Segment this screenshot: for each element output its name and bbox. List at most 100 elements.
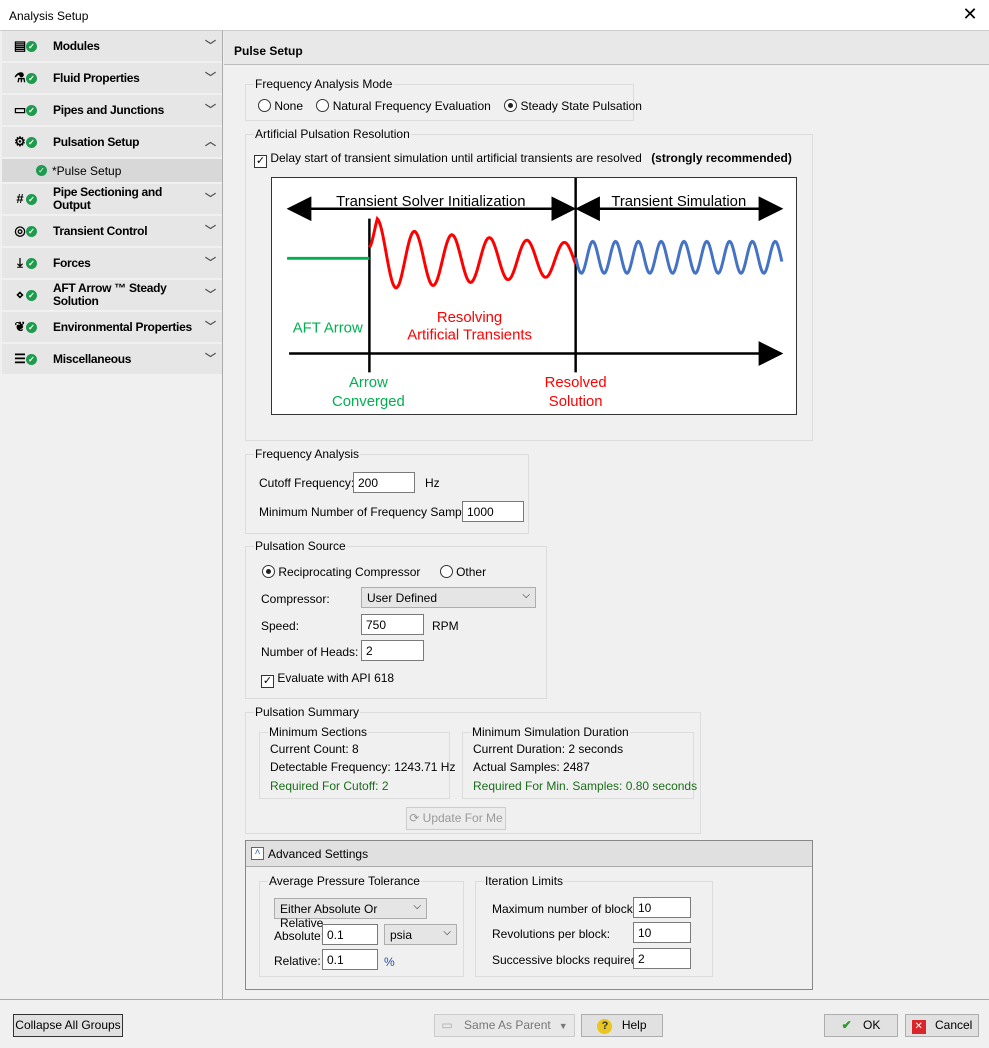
compressor-label: Compressor:	[261, 592, 330, 606]
max-blocks-input[interactable]: 10	[633, 897, 691, 918]
pressure-unit-select[interactable]: psia ⌵	[384, 924, 457, 945]
leaf-icon: ❦	[14, 319, 26, 334]
radio-natural[interactable]: Natural Frequency Evaluation	[316, 99, 491, 113]
min-samples-input[interactable]: 1000	[462, 501, 524, 522]
radio-other[interactable]: Other	[439, 565, 487, 579]
aft-label: AFT Arrow	[293, 321, 363, 337]
speed-input[interactable]: 750	[361, 614, 424, 635]
sidebar-item-forces[interactable]: ⤓ ✓ Forces ﹀	[2, 248, 222, 278]
forces-icon: ⤓	[17, 255, 23, 270]
successive-input[interactable]: 2	[633, 948, 691, 969]
advanced-settings-header[interactable]: ˄ Advanced Settings	[246, 841, 812, 867]
sidebar: ▤ ✓ Modules ﹀ ⚗ ✓ Fluid Properties ﹀ ▭ ✓ Pipes and…	[0, 31, 223, 999]
collapse-icon[interactable]: ˄	[251, 847, 264, 860]
check-circle-icon: ✓	[26, 41, 37, 52]
window-title: Analysis Setup	[9, 9, 89, 23]
chevron-down-icon: ﹀	[205, 321, 216, 333]
api618-checkbox[interactable]: ✓ Evaluate with API 618	[261, 671, 395, 688]
group-label: Pulsation Summary	[254, 705, 361, 719]
close-button[interactable]: ✕	[962, 4, 978, 24]
cancel-button[interactable]: ✕ Cancel	[905, 1014, 979, 1037]
modules-icon: ▤	[13, 38, 27, 53]
radio-steady-state[interactable]: Steady State Pulsation	[504, 99, 642, 113]
group-label: Frequency Analysis	[254, 447, 361, 461]
flask-icon: ⚗	[14, 70, 26, 85]
sidebar-item-fluid-properties[interactable]: ⚗ ✓ Fluid Properties ﹀	[2, 63, 222, 93]
list-icon: ☰	[14, 351, 26, 366]
radio-none[interactable]: None	[258, 99, 303, 113]
transient-wave	[368, 215, 578, 290]
group-label: Minimum Simulation Duration	[471, 725, 630, 739]
relative-input[interactable]: 0.1	[322, 949, 378, 970]
chevron-down-icon: ⌵	[522, 590, 530, 601]
sidebar-item-aft-arrow-steady-solution[interactable]: ⋄ ✓ AFT Arrow ™ Steady Solution ﹀	[2, 280, 222, 310]
sidebar-item-pulsation-setup[interactable]: ⚙ ✓ Pulsation Setup ︿	[2, 127, 222, 157]
check-circle-icon: ✓	[26, 137, 37, 148]
init-label: Transient Solver Initialization	[336, 194, 525, 210]
chevron-down-icon: ﹀	[205, 225, 216, 237]
tolerance-mode-select[interactable]: Either Absolute Or Relative ⌵	[274, 898, 427, 930]
sidebar-item-modules[interactable]: ▤ ✓ Modules ﹀	[2, 31, 222, 61]
radio-label: Other	[456, 565, 487, 579]
check-circle-icon: ✓	[26, 258, 37, 269]
checkmark-icon: ✔	[841, 1018, 852, 1032]
chevron-down-icon: ﹀	[205, 72, 216, 84]
sidebar-item-label: AFT Arrow ™ Steady Solution	[53, 281, 167, 308]
flowchart-icon: ⋄	[15, 287, 25, 302]
sidebar-item-label: Environmental Properties	[53, 319, 192, 334]
chevron-down-icon: ﹀	[205, 193, 216, 205]
sidebar-item-label: Miscellaneous	[53, 351, 132, 366]
heads-input[interactable]: 2	[361, 640, 424, 661]
ok-button[interactable]: ✔ OK	[824, 1014, 898, 1037]
sidebar-item-pipe-sectioning-and-output[interactable]: # ✓ Pipe Sectioning and Output ﹀	[2, 184, 222, 214]
button-label: OK	[863, 1018, 881, 1032]
checkbox-label: Delay start of transient simulation unti…	[270, 151, 642, 165]
relative-label: Relative:	[274, 954, 321, 968]
sidebar-item-transient-control[interactable]: ◎ ✓ Transient Control ﹀	[2, 216, 222, 246]
radio-label: Natural Frequency Evaluation	[332, 99, 491, 113]
check-circle-icon: ✓	[26, 194, 37, 205]
select-value: Either Absolute Or Relative	[280, 902, 378, 930]
sidebar-item-label: Transient Control	[53, 223, 148, 238]
sidebar-item-miscellaneous[interactable]: ☰ ✓ Miscellaneous ﹀	[2, 344, 222, 374]
copy-icon: ▭	[441, 1018, 453, 1032]
frequency-mode-group: Frequency Analysis Mode None Natural Fre…	[245, 77, 642, 121]
button-label: Help	[621, 1018, 647, 1032]
sidebar-item-pipes-and-junctions[interactable]: ▭ ✓ Pipes and Junctions ﹀	[2, 95, 222, 125]
pipe-icon: ▭	[13, 102, 27, 117]
frequency-analysis-group: Frequency Analysis Cutoff Frequency: 200…	[245, 447, 529, 534]
radio-reciprocating[interactable]: Reciprocating Compressor	[262, 565, 420, 579]
refresh-icon: ⟳	[409, 811, 420, 825]
transient-diagram: Transient Solver Initialization Transien…	[271, 177, 797, 415]
same-as-parent-button[interactable]: ▭ Same As Parent ▼	[434, 1014, 575, 1037]
current-duration: Current Duration: 2 seconds	[473, 742, 624, 756]
sidebar-item-environmental-properties[interactable]: ❦ ✓ Environmental Properties ﹀	[2, 312, 222, 342]
group-label: Pulsation Source	[254, 539, 347, 553]
button-label: Cancel	[934, 1018, 973, 1032]
chevron-down-icon: ▼	[558, 1021, 568, 1031]
sim-label: Transient Simulation	[611, 194, 746, 210]
group-label: Minimum Sections	[268, 725, 369, 739]
button-label: Update For Me	[422, 811, 503, 825]
compressor-select[interactable]: User Defined ⌵	[361, 587, 536, 608]
cutoff-frequency-input[interactable]: 200	[353, 472, 415, 493]
solution-label: Solution	[549, 394, 603, 410]
sidebar-subitem-pulse-setup[interactable]: ✓ *Pulse Setup	[2, 159, 222, 182]
absolute-input[interactable]: 0.1	[322, 924, 378, 945]
revolutions-input[interactable]: 10	[633, 922, 691, 943]
speed-label: Speed:	[261, 619, 300, 633]
chevron-down-icon: ﹀	[205, 289, 216, 301]
arrow-label: Arrow	[349, 375, 388, 391]
radio-label: None	[274, 99, 304, 113]
page-title: Pulse Setup	[224, 31, 989, 65]
button-label: Same As Parent	[464, 1018, 551, 1032]
required-cutoff: Required For Cutoff: 2	[270, 779, 389, 793]
help-button[interactable]: ? Help	[581, 1014, 663, 1037]
group-label: Average Pressure Tolerance	[268, 874, 421, 888]
footer: Collapse All Groups ▭ Same As Parent ▼ ? …	[0, 999, 989, 1048]
check-circle-icon: ✓	[26, 322, 37, 333]
delay-checkbox[interactable]: ✓ Delay start of transient simulation un…	[254, 151, 792, 168]
collapse-all-groups-button[interactable]: Collapse All Groups	[13, 1014, 123, 1037]
update-for-me-button[interactable]: ⟳ Update For Me	[406, 807, 506, 830]
min-samples-label: Minimum Number of Frequency Samples:	[259, 505, 481, 519]
